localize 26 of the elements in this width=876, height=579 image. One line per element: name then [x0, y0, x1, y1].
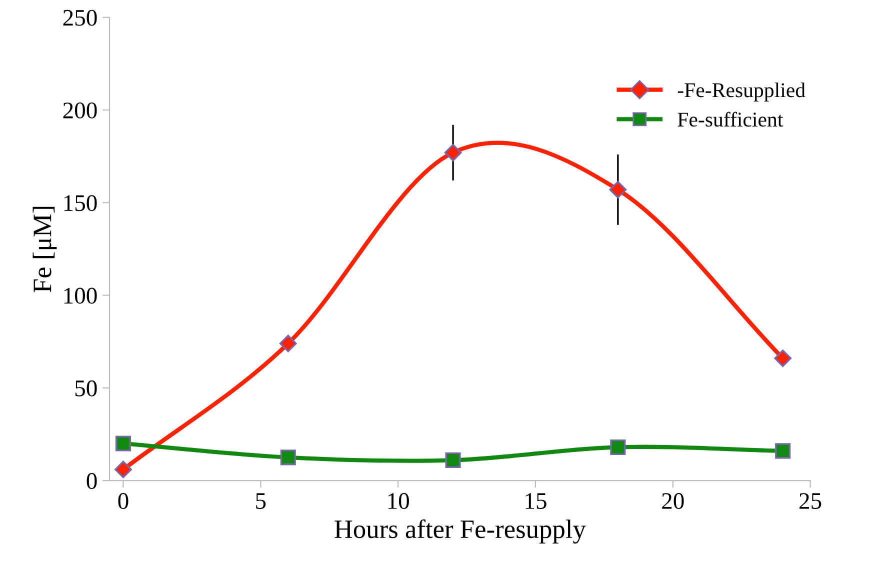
- x-tick-label: 25: [800, 493, 822, 509]
- legend-label: -Fe-Resupplied: [678, 82, 806, 102]
- y-tick-label: 250: [63, 10, 97, 26]
- point: [775, 443, 791, 459]
- point: [115, 436, 132, 452]
- y-axis-title: Fe [μM]: [32, 206, 57, 292]
- point: [609, 180, 627, 198]
- point: [444, 144, 462, 162]
- y-tick-label: 50: [75, 380, 97, 396]
- x-tick-label: 10: [388, 493, 409, 509]
- x-tick-label: 20: [662, 493, 684, 509]
- x-tick-label: 0: [118, 493, 128, 509]
- y-tick-label: 200: [63, 102, 97, 118]
- point: [279, 334, 297, 352]
- x-tick-label: 15: [526, 493, 546, 509]
- x-tick-label: 5: [256, 493, 266, 509]
- point: [610, 439, 626, 455]
- y-tick-label: 0: [86, 473, 97, 489]
- legend-label: Fe-sufficient: [678, 112, 784, 127]
- y-tick-label: 150: [64, 195, 97, 212]
- y-tick-label: 100: [64, 288, 97, 304]
- point: [280, 450, 296, 466]
- point: [774, 350, 792, 367]
- x-axis-title: Hours after Fe-resupply: [334, 519, 586, 544]
- point: [445, 452, 461, 468]
- point: [114, 460, 132, 478]
